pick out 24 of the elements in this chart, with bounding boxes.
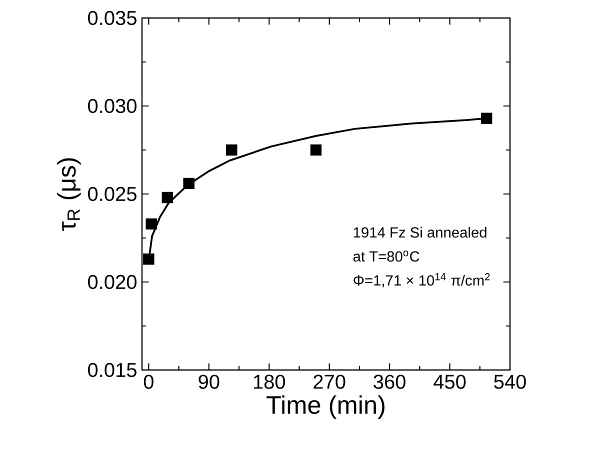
y-tick-label: 0.025 <box>88 186 136 202</box>
x-tick-label: 0 <box>144 374 154 389</box>
annotation: at T=80$^{o}$C <box>353 250 420 262</box>
y-tick-label: 0.015 <box>88 362 136 378</box>
point <box>146 218 157 230</box>
annotation: 1914 Fz Si annealed <box>354 226 486 238</box>
x-tick-label: 180 <box>254 374 286 389</box>
point <box>310 144 322 156</box>
x-tick-label: 540 <box>494 374 526 389</box>
y-tick-label: 0.030 <box>88 98 136 114</box>
x-tick-label: 90 <box>198 374 220 389</box>
point <box>143 254 154 265</box>
point <box>480 112 492 124</box>
x-tick-label: 270 <box>314 374 346 389</box>
x-tick-label: 360 <box>374 374 406 389</box>
x-axis-title: Time (min) <box>266 395 384 419</box>
y-tick-label: 0.035 <box>88 10 136 26</box>
x-tick-label: 450 <box>434 374 466 389</box>
y-axis-title: τ$_{R}$ (μs) <box>57 158 81 231</box>
point <box>226 144 238 156</box>
point <box>183 178 194 190</box>
point <box>162 192 174 204</box>
y-tick-label: 0.020 <box>88 274 136 290</box>
annotation: Φ=1,71 × 10$^{14}$ π/cm$^{2}$ <box>354 273 490 288</box>
